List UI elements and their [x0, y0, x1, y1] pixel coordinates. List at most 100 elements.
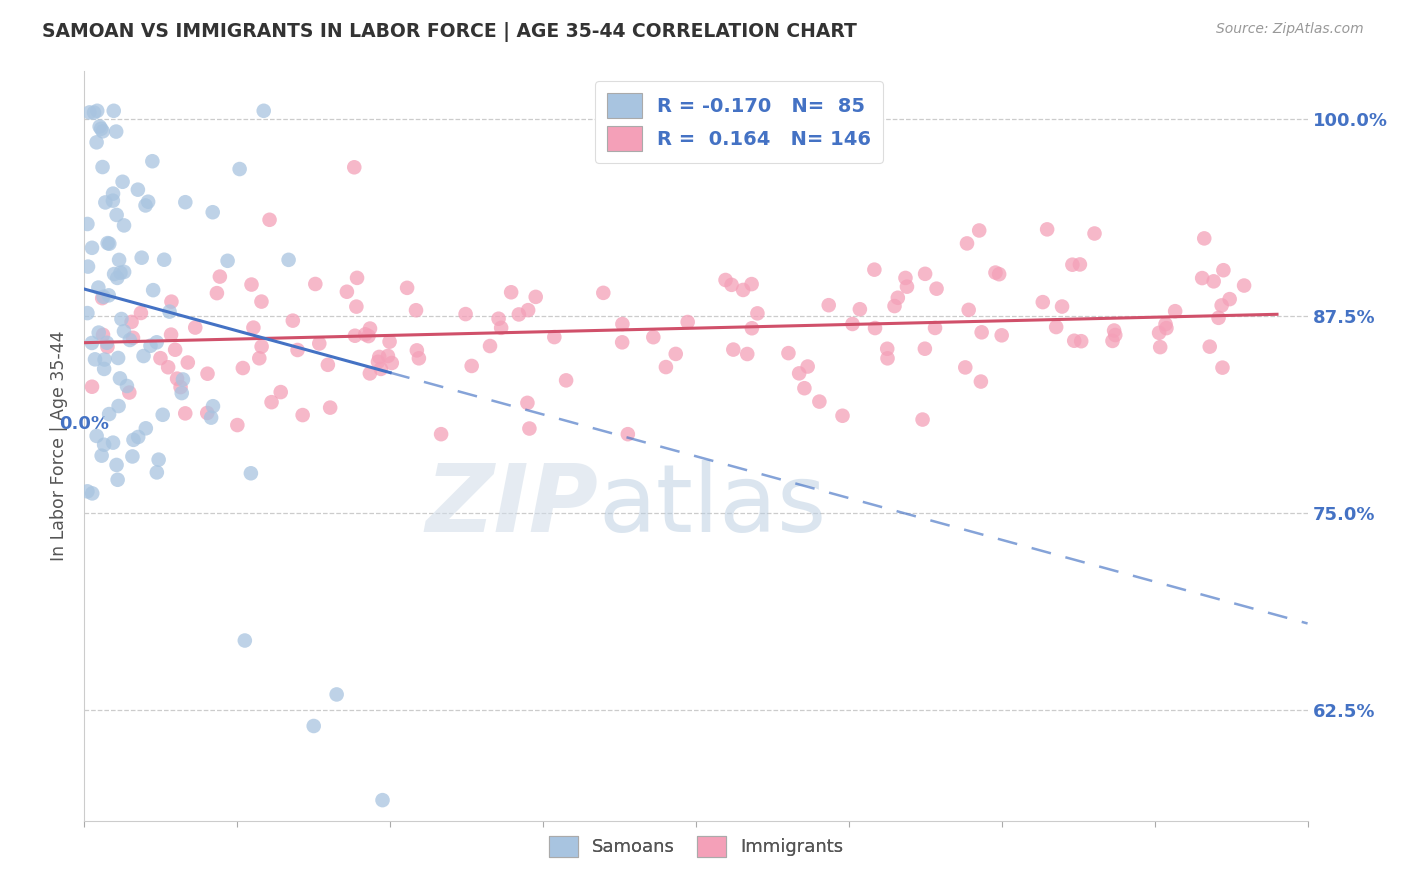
Point: [894, 271, 917, 285]
Point: [160, 327, 183, 342]
Point: [101, 186, 124, 201]
Point: [1036, 222, 1059, 236]
Point: [876, 342, 898, 356]
Point: [105, 124, 128, 138]
Point: [110, 266, 132, 280]
Point: [82, 486, 104, 500]
Point: [1233, 278, 1256, 293]
Point: [720, 277, 742, 292]
Point: [101, 194, 124, 208]
Point: [808, 394, 831, 409]
Point: [174, 406, 197, 420]
Point: [93, 438, 115, 452]
Point: [228, 162, 250, 177]
Point: [98, 407, 121, 421]
Point: [1211, 298, 1233, 312]
Point: [112, 219, 135, 233]
Point: [250, 294, 273, 309]
Point: [516, 396, 538, 410]
Point: [239, 467, 262, 481]
Point: [112, 324, 135, 338]
Point: [396, 281, 419, 295]
Point: [115, 379, 138, 393]
Point: [217, 253, 239, 268]
Point: [368, 350, 391, 364]
Point: [555, 373, 578, 387]
Point: [98, 236, 121, 251]
Point: [430, 427, 453, 442]
Point: [201, 399, 224, 413]
Point: [132, 349, 155, 363]
Point: [105, 271, 128, 285]
Point: [83, 105, 105, 120]
Point: [118, 333, 141, 347]
Point: [377, 349, 399, 363]
Point: [1045, 320, 1067, 334]
Point: [240, 277, 263, 292]
Point: [86, 103, 108, 118]
Point: [887, 291, 910, 305]
Point: [233, 633, 256, 648]
Point: [121, 315, 143, 329]
Point: [714, 273, 737, 287]
Point: [519, 421, 541, 435]
Point: [142, 283, 165, 297]
Point: [741, 277, 763, 291]
Point: [1083, 227, 1105, 241]
Point: [359, 367, 381, 381]
Point: [135, 421, 157, 435]
Point: [87, 326, 110, 340]
Point: [127, 183, 149, 197]
Point: [967, 223, 990, 237]
Point: [1063, 334, 1085, 348]
Point: [876, 351, 898, 366]
Point: [195, 406, 218, 420]
Point: [107, 351, 129, 365]
Point: [93, 362, 115, 376]
Point: [166, 371, 188, 385]
Point: [924, 321, 946, 335]
Point: [1219, 292, 1241, 306]
Point: [90, 449, 112, 463]
Point: [1191, 271, 1213, 285]
Point: [76, 484, 98, 499]
Point: [914, 342, 936, 356]
Point: [336, 285, 359, 299]
Point: [849, 302, 872, 317]
Point: [141, 154, 163, 169]
Point: [111, 175, 134, 189]
Point: [86, 429, 108, 443]
Point: [145, 335, 167, 350]
Point: [76, 306, 98, 320]
Point: [665, 347, 688, 361]
Point: [343, 328, 366, 343]
Point: [357, 329, 380, 343]
Legend: Samoans, Immigrants: Samoans, Immigrants: [541, 829, 851, 864]
Point: [1208, 310, 1230, 325]
Point: [260, 395, 283, 409]
Point: [107, 473, 129, 487]
Point: [127, 430, 149, 444]
Point: [131, 251, 153, 265]
Point: [1050, 300, 1073, 314]
Point: [110, 312, 132, 326]
Point: [79, 105, 101, 120]
Point: [250, 340, 273, 354]
Point: [172, 372, 194, 386]
Point: [242, 320, 264, 334]
Point: [988, 267, 1011, 281]
Point: [841, 317, 863, 331]
Point: [735, 347, 758, 361]
Point: [87, 280, 110, 294]
Point: [970, 326, 993, 340]
Point: [308, 336, 330, 351]
Point: [302, 719, 325, 733]
Point: [291, 408, 314, 422]
Point: [1212, 263, 1234, 277]
Point: [153, 252, 176, 267]
Point: [1198, 340, 1220, 354]
Point: [105, 458, 128, 472]
Point: [371, 793, 394, 807]
Point: [157, 360, 180, 375]
Point: [170, 386, 193, 401]
